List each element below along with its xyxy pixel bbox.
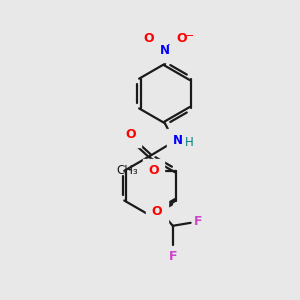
Text: O: O	[148, 164, 159, 177]
Text: O: O	[125, 128, 136, 141]
Text: F: F	[169, 250, 177, 263]
Text: H: H	[185, 136, 194, 149]
Text: N: N	[173, 134, 183, 147]
Text: CH₃: CH₃	[117, 164, 139, 177]
Text: O: O	[176, 32, 187, 45]
Text: methoxy: methoxy	[129, 170, 135, 171]
Text: N: N	[160, 44, 170, 57]
Text: +: +	[166, 40, 174, 49]
Text: F: F	[194, 215, 203, 228]
Text: O: O	[152, 205, 162, 218]
Text: O: O	[143, 32, 154, 45]
Text: −: −	[185, 31, 194, 40]
